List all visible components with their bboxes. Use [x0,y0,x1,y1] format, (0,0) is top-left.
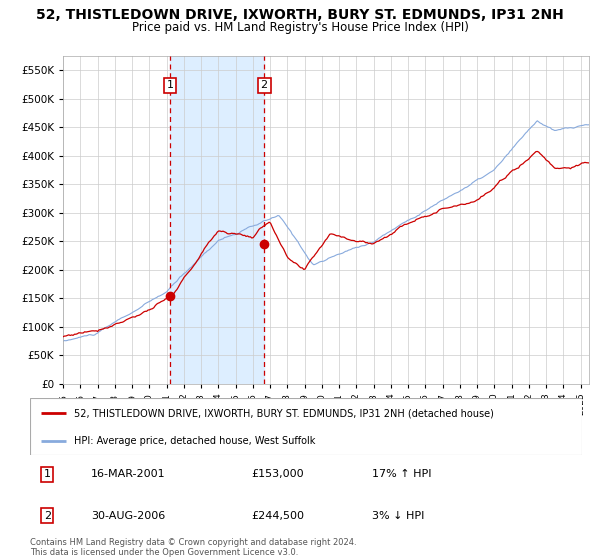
Text: 2: 2 [44,511,51,521]
Text: HPI: Average price, detached house, West Suffolk: HPI: Average price, detached house, West… [74,436,316,446]
Text: 3% ↓ HPI: 3% ↓ HPI [372,511,425,521]
Text: Contains HM Land Registry data © Crown copyright and database right 2024.
This d: Contains HM Land Registry data © Crown c… [30,538,356,557]
Text: 52, THISTLEDOWN DRIVE, IXWORTH, BURY ST. EDMUNDS, IP31 2NH: 52, THISTLEDOWN DRIVE, IXWORTH, BURY ST.… [36,8,564,22]
Text: 17% ↑ HPI: 17% ↑ HPI [372,469,432,479]
Text: 16-MAR-2001: 16-MAR-2001 [91,469,166,479]
Text: 1: 1 [167,81,173,91]
Text: Price paid vs. HM Land Registry's House Price Index (HPI): Price paid vs. HM Land Registry's House … [131,21,469,34]
Text: 1: 1 [44,469,51,479]
Bar [170,56,264,384]
Text: 52, THISTLEDOWN DRIVE, IXWORTH, BURY ST. EDMUNDS, IP31 2NH (detached house): 52, THISTLEDOWN DRIVE, IXWORTH, BURY ST.… [74,408,494,418]
Text: 30-AUG-2006: 30-AUG-2006 [91,511,165,521]
Text: £153,000: £153,000 [251,469,304,479]
Text: £244,500: £244,500 [251,511,304,521]
Text: 2: 2 [260,81,268,91]
